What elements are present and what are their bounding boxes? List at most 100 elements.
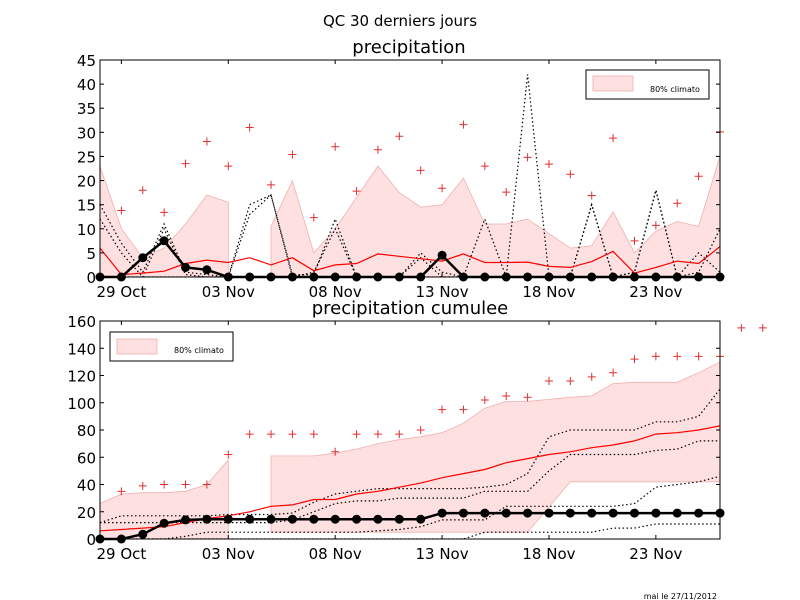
precip-plus-marker <box>630 236 639 245</box>
cumul-observed-point <box>458 508 468 518</box>
precip-plus-marker <box>202 137 211 146</box>
cumul-plus-marker <box>459 405 468 414</box>
cumul-plus-marker <box>181 480 190 489</box>
cumul-plus-marker <box>202 480 211 489</box>
precip-mean-line <box>100 246 720 276</box>
cumul-ytick-label: 80 <box>77 422 96 440</box>
precip-plus-marker <box>331 142 340 151</box>
cumul-plus-marker <box>758 323 767 332</box>
cumul-plus-marker <box>224 450 233 459</box>
precip-observed-point <box>181 262 190 272</box>
precip-ytick-label: 15 <box>77 197 96 215</box>
cumul-plus-marker <box>438 405 447 414</box>
cumul-observed-point <box>608 508 618 518</box>
precipitation-legend-swatch <box>592 75 634 92</box>
cumul-observed-point <box>223 514 233 524</box>
precip-ytick-label: 20 <box>77 173 96 191</box>
cumul-ytick-label: 140 <box>67 340 96 358</box>
cumul-observed-point <box>287 514 297 524</box>
cumul-observed-point <box>694 508 704 518</box>
precip-series-group <box>100 74 720 277</box>
precip-plus-marker <box>373 145 382 154</box>
cumul-plus-marker <box>288 430 297 439</box>
cumul-ytick-label: 40 <box>77 477 96 495</box>
precip-plus-marker <box>117 206 126 215</box>
cumul-climato-band-b <box>270 361 720 533</box>
cumulative-plot-area: 0 20 40 60 80 100 120 140 160 29 Oct 03 Nov 08 Nov 1… <box>67 313 767 563</box>
precipitation-frame <box>99 59 721 278</box>
cumulative-legend-label: 80% climato <box>174 346 224 355</box>
precip-xtick-label: 18 Nov <box>522 283 575 301</box>
cumul-observed-point <box>266 514 276 524</box>
precip-ytick-label: 5 <box>86 245 96 263</box>
precipitation-legend-label: 80% climato <box>650 85 700 94</box>
cumul-plus-marker <box>117 487 126 496</box>
figure-suptitle: QC 30 derniers jours <box>323 12 477 30</box>
precip-ytick-label: 25 <box>77 148 96 166</box>
cumul-xtick-label: 29 Oct <box>96 545 146 563</box>
precip-plus-marker <box>352 187 361 196</box>
precip-plus-marker <box>673 199 682 208</box>
cumul-plus-marker <box>331 447 340 456</box>
cumul-observed-point <box>352 514 362 524</box>
cumulative-frame <box>99 320 721 540</box>
cumul-plus-marker <box>395 430 404 439</box>
precip-plus-marker <box>502 188 511 197</box>
precip-observed-point <box>437 250 447 260</box>
precip-ytick-label: 10 <box>77 221 96 239</box>
cumul-observed-point <box>501 508 511 518</box>
cumul-plus-marker <box>416 426 425 434</box>
cumul-observed-point <box>416 514 426 524</box>
precip-plus-marker <box>267 180 276 189</box>
cumul-observed-point <box>672 508 682 518</box>
cumul-xtick-label: 13 Nov <box>415 545 468 563</box>
precip-ytick-label: 0 <box>86 269 96 287</box>
cumul-observed-point <box>245 514 255 524</box>
precip-plus-marker <box>160 208 169 217</box>
precip-plus-marker <box>480 162 489 171</box>
precip-xtick-label: 03 Nov <box>202 283 255 301</box>
cumul-observed-point <box>630 508 639 518</box>
precip-plus-marker <box>224 162 233 171</box>
cumul-plus-marker <box>587 372 596 381</box>
precip-plus-marker <box>587 191 596 200</box>
precip-plus-marker <box>416 166 425 175</box>
cumul-plus-marker <box>160 480 169 489</box>
footer-timestamp: mai le 27/11/2012 <box>644 592 717 600</box>
precip-plus-marker <box>523 153 532 162</box>
cumul-observed-point <box>138 529 148 539</box>
cumul-plus-marker <box>352 430 361 439</box>
precip-plus-marker <box>694 172 703 181</box>
cumul-plus-marker <box>609 368 618 377</box>
precipitation-legend: 80% climato <box>585 69 710 100</box>
cumul-plus-marker <box>245 430 254 439</box>
precip-observed-point <box>138 253 148 263</box>
cumul-observed-point <box>437 508 447 518</box>
cumul-plus-marker <box>566 376 575 385</box>
cumulative-legend-swatch <box>116 338 158 355</box>
precip-observed-point <box>159 236 169 246</box>
precip-plus-marker <box>566 170 575 179</box>
precip-plus-marker <box>459 120 468 129</box>
precip-climato-band-a <box>100 165 229 277</box>
cumul-observed-point <box>181 515 190 525</box>
cumul-plus-marker <box>138 481 147 490</box>
cumul-plus-marker <box>523 393 532 402</box>
precip-ytick-label: 40 <box>77 76 96 94</box>
cumul-observed-point <box>480 508 490 518</box>
precip-plus-marker <box>438 184 447 193</box>
cumulative-panel: precipitation cumulee 0 20 40 60 80 100 120 140… <box>67 298 767 563</box>
cumul-plus-marker <box>673 352 682 361</box>
cumul-observed-point <box>394 514 404 524</box>
precip-plus-marker <box>651 221 660 230</box>
cumul-observed-point <box>587 508 597 518</box>
cumul-plus-marker <box>373 430 382 439</box>
precipitation-panel: precipitation 0 5 10 15 20 25 30 35 40 45 29 Oct 03… <box>77 37 725 301</box>
precip-ytick-label: 35 <box>77 100 96 118</box>
cumul-xtick-label: 03 Nov <box>202 545 255 563</box>
cumulative-title: precipitation cumulee <box>312 298 509 319</box>
precip-plus-marker <box>309 213 318 222</box>
precip-plus-marker <box>395 132 404 141</box>
precip-xtick-label: 23 Nov <box>629 283 682 301</box>
